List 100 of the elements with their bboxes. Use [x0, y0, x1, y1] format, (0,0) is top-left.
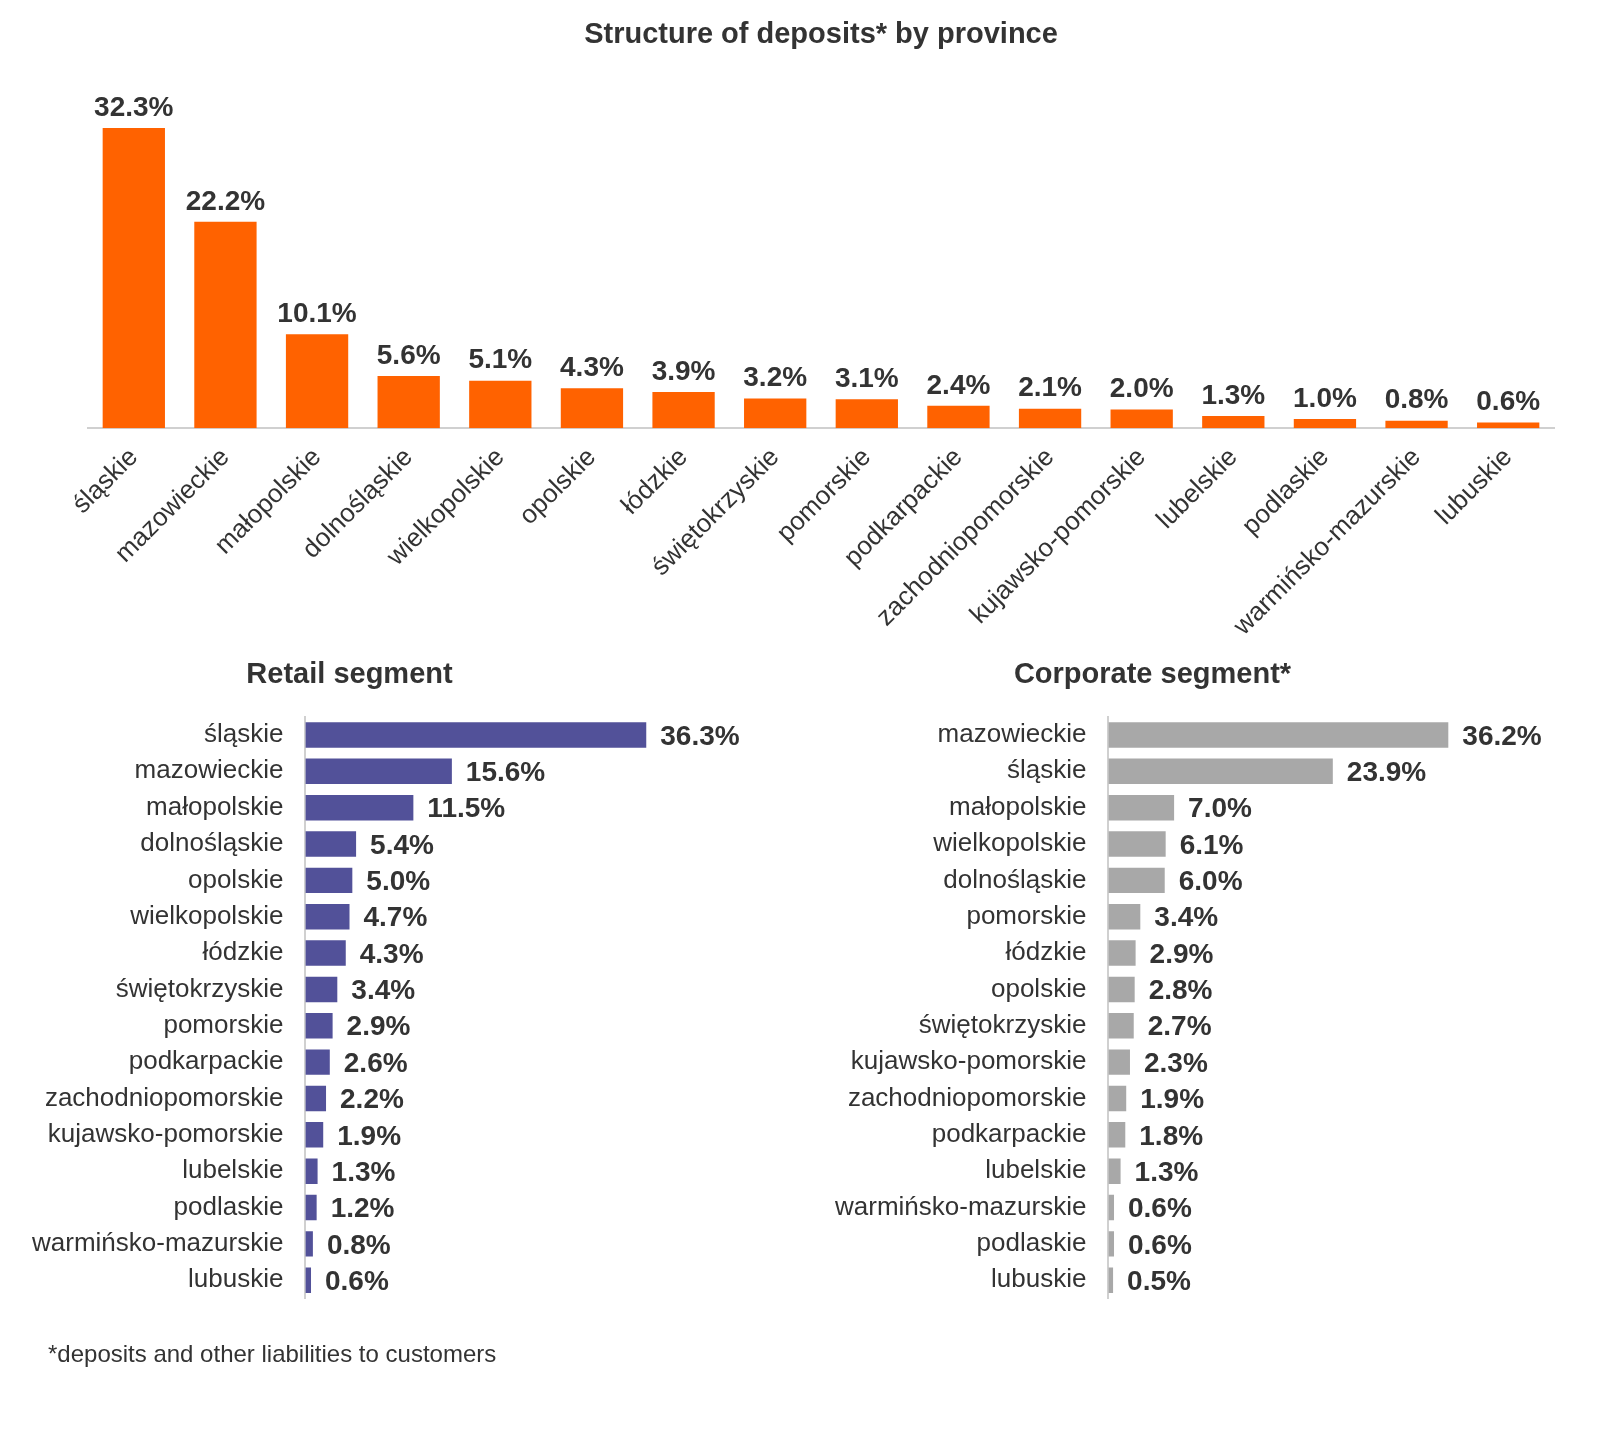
data-label: 11.5%	[427, 792, 506, 824]
bar	[305, 794, 414, 821]
y-tick-label: lubelskie	[985, 1154, 1087, 1185]
bar	[1108, 794, 1175, 821]
bar	[1293, 418, 1357, 429]
bar	[1108, 831, 1166, 857]
y-tick-label: dolnośląskie	[140, 827, 284, 858]
y-tick-label: łódzkie	[1005, 936, 1087, 967]
y-tick-label: pomorskie	[966, 899, 1087, 930]
data-label: 2.3%	[1143, 1046, 1208, 1078]
y-tick-label: lubuskie	[990, 1263, 1087, 1294]
text: *deposits and other liabilities to customers	[48, 1340, 498, 1368]
bar	[377, 376, 440, 429]
bar	[305, 940, 346, 966]
data-label: 2.9%	[346, 1010, 411, 1042]
data-label: 2.0%	[1109, 372, 1174, 404]
bar	[305, 1085, 327, 1112]
bar	[927, 405, 990, 429]
data-label: 1.3%	[1134, 1155, 1199, 1187]
y-tick-label: małopolskie	[949, 790, 1087, 821]
bar	[1108, 904, 1141, 930]
bar	[1108, 758, 1333, 785]
y-tick-label: warmińsko-mazurskie	[833, 1190, 1087, 1221]
data-label: 2.9%	[1149, 937, 1214, 969]
data-label: 1.3%	[331, 1155, 396, 1187]
y-tick-label: opolskie	[990, 972, 1087, 1003]
bar	[1108, 1122, 1126, 1148]
bar	[1018, 408, 1082, 429]
bar	[305, 976, 338, 1003]
data-label: 6.0%	[1178, 865, 1243, 897]
bar	[305, 1013, 333, 1039]
bar	[305, 1122, 324, 1148]
bar	[652, 391, 715, 429]
data-label: 10.1%	[277, 297, 357, 329]
data-label: 2.6%	[343, 1046, 408, 1078]
data-label: 3.1%	[834, 362, 899, 394]
bar	[285, 334, 349, 429]
bar	[1108, 867, 1165, 894]
data-label: 3.4%	[1154, 901, 1219, 933]
data-label: 2.4%	[926, 368, 991, 400]
data-label: 1.0%	[1293, 381, 1357, 413]
bar	[305, 904, 350, 930]
chart-title: Retail segment	[246, 657, 453, 690]
y-tick-label: świętokrzyskie	[918, 1008, 1087, 1039]
y-tick-label: kujawsko-pomorskie	[850, 1045, 1087, 1076]
bar	[1202, 416, 1265, 429]
data-label: 4.3%	[359, 937, 424, 969]
bar	[305, 831, 357, 857]
data-label: 0.8%	[326, 1228, 391, 1260]
bar	[102, 127, 165, 429]
y-tick-label: podkarpackie	[128, 1045, 284, 1076]
data-label: 0.6%	[1128, 1228, 1192, 1260]
bar	[1108, 1049, 1130, 1075]
data-label: 32.3%	[94, 90, 174, 122]
data-label: 0.8%	[1384, 383, 1449, 415]
bar	[835, 399, 898, 429]
bar	[1108, 1158, 1121, 1184]
bar	[305, 722, 647, 748]
data-label: 1.3%	[1201, 378, 1266, 410]
bar	[1110, 409, 1173, 429]
data-label: 23.9%	[1346, 756, 1427, 788]
data-label: 5.0%	[366, 865, 431, 897]
data-label: 22.2%	[185, 184, 266, 216]
y-tick-label: wielkopolskie	[129, 899, 284, 930]
bar	[1108, 940, 1136, 966]
y-tick-label: lubelskie	[182, 1154, 284, 1185]
bar	[1108, 722, 1449, 748]
y-tick-label: podlaskie	[173, 1190, 284, 1221]
y-tick-label: łódzkie	[202, 936, 284, 967]
bar	[1108, 1231, 1115, 1257]
y-tick-label: mazowieckie	[937, 718, 1087, 749]
bar	[1108, 1013, 1134, 1039]
data-label: 3.9%	[651, 354, 716, 386]
data-label: 1.9%	[337, 1119, 402, 1151]
bar	[469, 380, 532, 429]
y-tick-label: kujawsko-pomorskie	[47, 1118, 284, 1148]
data-label: 5.4%	[370, 828, 435, 860]
y-tick-label: śląskie	[1006, 754, 1087, 785]
bar	[744, 398, 807, 429]
data-label: 1.9%	[1140, 1083, 1205, 1115]
data-label: 2.2%	[340, 1083, 404, 1115]
data-label: 6.1%	[1179, 828, 1244, 860]
y-tick-label: zachodniopomorskie	[847, 1081, 1087, 1112]
bar	[1385, 420, 1448, 429]
chart-title: Corporate segment*	[1013, 657, 1292, 690]
bar	[305, 1049, 330, 1075]
y-tick-label: podkarpackie	[931, 1118, 1087, 1148]
y-tick-label: wielkopolskie	[932, 827, 1087, 858]
y-tick-label: świętokrzyskie	[115, 972, 284, 1003]
data-label: 5.1%	[468, 343, 533, 375]
data-label: 0.5%	[1127, 1264, 1191, 1296]
data-label: 15.6%	[465, 756, 546, 788]
bar	[305, 1158, 318, 1184]
chart-title: Structure of deposits* by province	[584, 17, 1058, 50]
data-label: 2.8%	[1148, 974, 1213, 1006]
data-label: 36.3%	[660, 719, 740, 751]
bar	[1108, 976, 1135, 1003]
data-label: 1.8%	[1139, 1119, 1204, 1151]
y-tick-label: podlaskie	[976, 1227, 1087, 1258]
data-label: 3.4%	[351, 974, 416, 1006]
